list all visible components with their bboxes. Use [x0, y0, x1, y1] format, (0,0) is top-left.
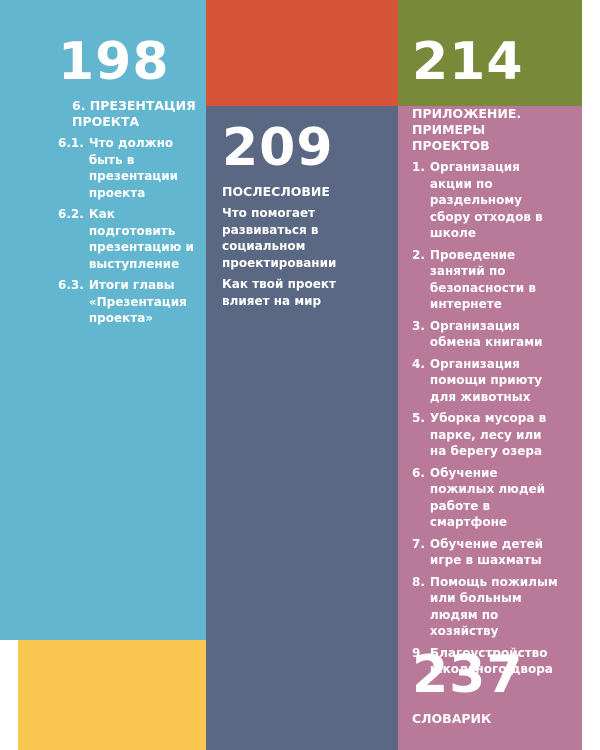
- item-number: 2.: [412, 247, 425, 262]
- section-heading: 6. ПРЕЗЕНТАЦИЯ ПРОЕКТА: [72, 98, 196, 129]
- item-number: 6.1.: [58, 136, 84, 150]
- item-text: Организация помощи приюту для животных: [429, 356, 543, 404]
- toc-item: 2. Проведение занятий по безопасности в и…: [412, 247, 562, 313]
- item-text: Обучение пожилых людей работе в смартфон…: [429, 465, 546, 530]
- page-number: 209: [222, 118, 334, 178]
- toc-item: 6. Обучение пожилых людей работе в смартф…: [412, 465, 562, 531]
- section-heading: СЛОВАРИК: [412, 711, 492, 726]
- blue-block: [0, 0, 206, 640]
- green-block: [398, 0, 582, 106]
- item-text: Что должно быть в презентации проекта: [88, 136, 179, 200]
- item-number: 8.: [412, 574, 425, 589]
- toc-section: 198 6. ПРЕЗЕНТАЦИЯ ПРОЕКТА 6.1. Что должно …: [58, 32, 198, 327]
- toc-item: 7. Обучение детей игре в шахматы: [412, 536, 562, 569]
- item-number: 6.2.: [58, 207, 84, 221]
- toc-item: 1. Организация акции по раздельному сбору…: [412, 159, 562, 242]
- section-heading: ПРИЛОЖЕНИЕ. ПРИМЕРЫ ПРОЕКТОВ: [412, 106, 522, 153]
- item-number: 7.: [412, 536, 425, 551]
- page-number: 198: [58, 32, 170, 92]
- item-text: Что помогает развиваться в социальном пр…: [222, 206, 337, 270]
- item-text: Проведение занятий по безопасности в инт…: [429, 247, 536, 312]
- page-number: 237: [412, 645, 524, 705]
- page-number: 214: [412, 32, 524, 92]
- toc-item: 9. Благоустройство школьного двора: [412, 645, 562, 678]
- toc-item: 6.3. Итоги главы «Презентация проекта»: [58, 277, 198, 327]
- toc-item: 4. Организация помощи приюту для животных: [412, 356, 562, 406]
- red-block: [206, 0, 398, 106]
- pink-block: [398, 106, 582, 750]
- toc-item: 3. Организация обмена книгами: [412, 318, 562, 351]
- item-text: Уборка мусора в парке, лесу или на берег…: [429, 411, 547, 458]
- yellow-block: [18, 640, 206, 750]
- toc-item: Что помогает развиваться в социальном пр…: [222, 205, 382, 271]
- item-text: Помощь пожилым или больным людям по хозя…: [429, 574, 558, 639]
- toc-section: 214 ПРИЛОЖЕНИЕ. ПРИМЕРЫ ПРОЕКТОВ 1. Организ…: [412, 32, 562, 678]
- toc-item: 6.2. Как подготовить презентацию и выступ…: [58, 206, 198, 272]
- item-text: Итоги главы «Презентация проекта»: [88, 278, 187, 325]
- item-number: 1.: [412, 160, 425, 174]
- item-number: 6.3.: [58, 278, 84, 292]
- item-text: Обучение детей игре в шахматы: [429, 536, 544, 568]
- toc-item: Как твой проект влияет на мир: [222, 276, 382, 309]
- toc-item: 5. Уборка мусора в парке, лесу или на бер…: [412, 410, 562, 460]
- toc-item: 6.1. Что должно быть в презентации проект…: [58, 135, 198, 201]
- item-number: 3.: [412, 318, 425, 333]
- item-number: 6.: [412, 465, 425, 480]
- slate-block: [206, 106, 398, 750]
- item-text: Организация акции по раздельному сбору о…: [429, 160, 543, 240]
- item-text: Как твой проект влияет на мир: [222, 277, 336, 308]
- toc-item: 8. Помощь пожилым или больным людям по хо…: [412, 574, 562, 640]
- section-heading: ПОСЛЕСЛОВИЕ: [222, 184, 330, 199]
- toc-section: 237 СЛОВАРИК: [412, 645, 562, 731]
- item-text: Как подготовить презентацию и выступлени…: [88, 207, 194, 271]
- item-number: 4.: [412, 356, 425, 371]
- item-text: Благоустройство школьного двора: [429, 645, 553, 677]
- toc-section: 209 ПОСЛЕСЛОВИЕ Что помогает развиваться в…: [222, 118, 382, 309]
- item-number: 9.: [412, 645, 425, 660]
- item-number: 5.: [412, 411, 425, 425]
- item-text: Организация обмена книгами: [429, 318, 543, 350]
